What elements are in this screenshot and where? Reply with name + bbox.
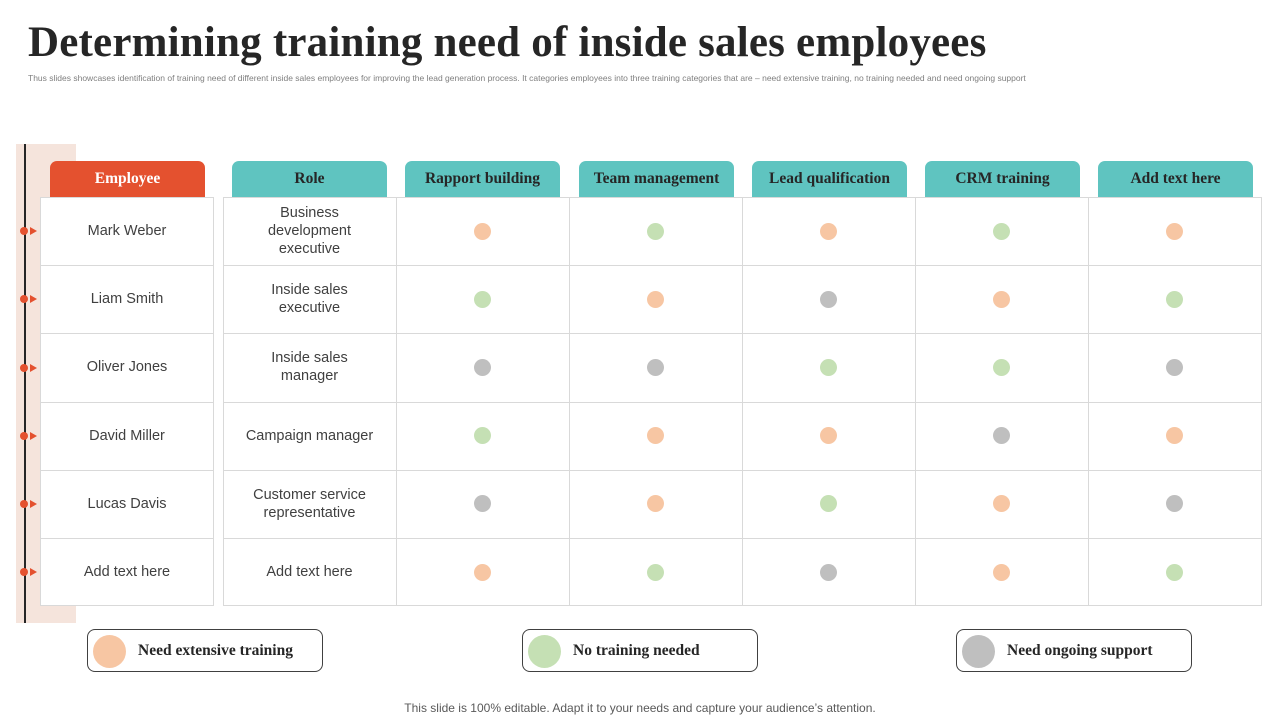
marker-arrow-icon — [30, 431, 37, 440]
row-divider — [40, 538, 214, 539]
status-dot-extensive — [1166, 222, 1183, 240]
marker-arrow-icon — [30, 227, 37, 236]
employee-name: Mark Weber — [87, 223, 167, 240]
marker-arrow-icon — [30, 295, 37, 304]
employee-role: Inside sales executive — [271, 282, 348, 317]
row-marker — [20, 225, 40, 237]
status-dot-none — [993, 222, 1010, 240]
footer-note: This slide is 100% editable. Adapt it to… — [404, 701, 876, 715]
status-dot-extensive — [820, 222, 837, 240]
status-dot-none — [647, 222, 664, 240]
status-dot-extensive — [474, 563, 491, 581]
header-role: Role — [232, 161, 387, 197]
status-dot-ongoing — [993, 427, 1010, 445]
status-dot-ongoing — [1166, 359, 1183, 376]
status-dot-extensive — [993, 563, 1010, 581]
marker-arrow-icon — [30, 499, 37, 508]
legend-extensive-label: Need extensive training — [138, 641, 293, 659]
row-divider — [40, 333, 214, 334]
legend-none-label: No training needed — [573, 641, 700, 659]
row-marker — [20, 293, 40, 305]
status-dot-none — [993, 359, 1010, 376]
marker-dot-icon — [20, 363, 28, 372]
marker-arrow-icon — [30, 363, 37, 372]
header-add-text: Add text here — [1098, 161, 1253, 197]
employee-role: Business development executive — [267, 205, 352, 258]
status-dot-ongoing — [474, 495, 491, 513]
status-dot-none — [474, 290, 491, 308]
employee-role: Add text here — [266, 564, 353, 581]
status-dot-none — [820, 495, 837, 513]
employee-name: Add text here — [83, 564, 171, 581]
row-marker — [20, 362, 40, 374]
legend-extensive: Need extensive training — [87, 629, 323, 672]
column-divider — [396, 197, 397, 606]
legend-extensive-swatch — [93, 635, 126, 668]
marker-dot-icon — [20, 227, 28, 236]
row-marker — [20, 566, 40, 578]
column-divider — [1088, 197, 1089, 606]
legend-ongoing-swatch — [962, 635, 995, 668]
status-dot-none — [1166, 290, 1183, 308]
slide-title: Determining training need of inside sale… — [28, 19, 987, 66]
employee-name: Lucas Davis — [87, 495, 167, 512]
legend-none: No training needed — [522, 629, 758, 672]
status-dot-ongoing — [474, 359, 491, 376]
status-dot-none — [820, 359, 837, 376]
status-dot-extensive — [474, 222, 491, 240]
employee-name: Liam Smith — [90, 291, 164, 308]
row-divider — [40, 265, 214, 266]
slide-subtitle: Thus slides showcases identification of … — [28, 73, 1026, 83]
employee-role: Customer service representative — [253, 486, 366, 521]
status-dot-extensive — [647, 495, 664, 513]
row-marker — [20, 498, 40, 510]
header-employee: Employee — [50, 161, 205, 197]
header-lead-qualification: Lead qualification — [752, 161, 907, 197]
status-dot-extensive — [1166, 427, 1183, 445]
marker-arrow-icon — [30, 568, 37, 577]
legend-ongoing: Need ongoing support — [956, 629, 1192, 672]
status-dot-none — [1166, 563, 1183, 581]
employee-name: David Miller — [89, 427, 165, 444]
header-crm-training: CRM training — [925, 161, 1080, 197]
column-divider — [569, 197, 570, 606]
row-divider — [40, 402, 214, 403]
status-dot-none — [474, 427, 491, 445]
legend-ongoing-label: Need ongoing support — [1007, 641, 1153, 659]
column-divider — [742, 197, 743, 606]
timeline-line — [24, 144, 26, 623]
status-dot-ongoing — [820, 290, 837, 308]
status-dot-ongoing — [820, 563, 837, 581]
header-rapport-building: Rapport building — [405, 161, 560, 197]
row-marker — [20, 430, 40, 442]
employee-name: Oliver Jones — [86, 359, 168, 376]
status-dot-none — [647, 563, 664, 581]
employee-role: Campaign manager — [245, 427, 374, 444]
status-dot-extensive — [993, 495, 1010, 513]
marker-dot-icon — [20, 499, 28, 508]
employee-role: Inside sales manager — [271, 350, 348, 385]
marker-dot-icon — [20, 568, 28, 577]
status-dot-extensive — [820, 427, 837, 445]
column-divider — [915, 197, 916, 606]
row-divider — [40, 470, 214, 471]
status-dot-ongoing — [1166, 495, 1183, 513]
status-dot-extensive — [647, 427, 664, 445]
status-dot-ongoing — [647, 359, 664, 376]
header-team-management: Team management — [579, 161, 734, 197]
status-dot-extensive — [647, 290, 664, 308]
marker-dot-icon — [20, 431, 28, 440]
status-dot-extensive — [993, 290, 1010, 308]
marker-dot-icon — [20, 295, 28, 304]
legend-none-swatch — [528, 635, 561, 668]
